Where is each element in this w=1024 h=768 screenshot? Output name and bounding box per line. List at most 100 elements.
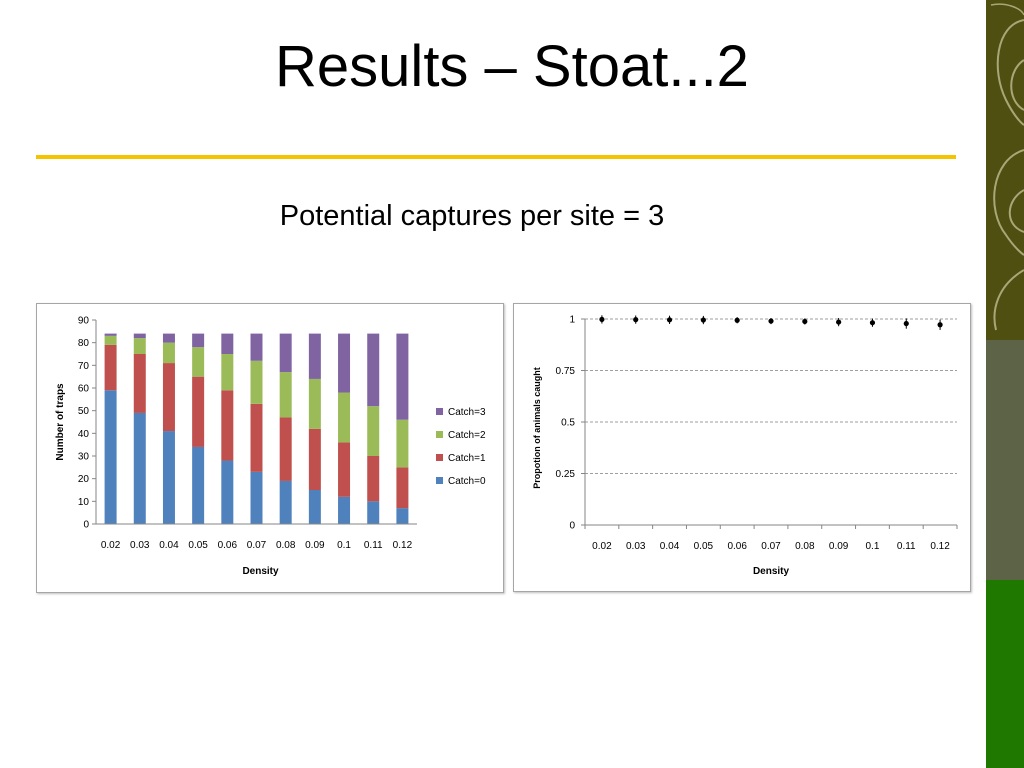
proportion-caught-chart-svg: 0 0.25 0.5 0.75 1 0.02 0.03 0.04 0.05 0.06 0.07 0.0… (532, 315, 958, 577)
x-axis-title: Density (753, 566, 790, 577)
bar-catch-3-0.06 (221, 333, 234, 354)
bar-catch-0-0.04 (162, 431, 175, 524)
bar-catch-0-0.08 (279, 480, 292, 524)
stacked-bar-chart: 0 10 20 30 40 50 60 70 80 90 0.02 0.03 0.04 0.05 0.06 0… (36, 303, 504, 593)
x-tick-label: 0.11 (364, 540, 383, 551)
legend-swatch-catch-0 (436, 477, 443, 484)
bar-catch-2-0.12 (396, 419, 409, 468)
bar-catch-2-0.08 (279, 372, 292, 418)
y-axis-title: Propotion of animals caught (532, 367, 542, 489)
bar-catch-2-0.03 (133, 338, 146, 354)
x-tick-label: 0.04 (660, 541, 680, 552)
x-tick-label: 0.09 (305, 540, 325, 551)
x-tick-label: 0.04 (159, 540, 179, 551)
bar-catch-1-0.04 (162, 363, 175, 432)
side-panel-middle (986, 340, 1024, 580)
bar-catch-2-0.05 (192, 347, 205, 377)
bar-catch-3-0.08 (279, 333, 292, 373)
y-tick-label: 1 (569, 315, 575, 326)
y-tick-label: 60 (78, 384, 90, 395)
y-tick-label: 20 (78, 474, 90, 485)
bar-catch-1-0.02 (104, 344, 117, 391)
y-tick-label: 40 (78, 429, 90, 440)
data-point-0.02 (599, 316, 605, 323)
bar-catch-1-0.07 (250, 403, 263, 472)
data-point-0.1 (869, 320, 876, 326)
data-point-0.05 (700, 317, 706, 323)
x-tick-label: 0.03 (130, 540, 150, 551)
bar-catch-1-0.08 (279, 417, 292, 481)
bar-catch-3-0.11 (367, 333, 380, 407)
side-decoration-panel (986, 0, 1024, 768)
bar-catch-2-0.1 (338, 392, 351, 443)
y-tick-label: 10 (78, 497, 90, 508)
y-axis-title: Number of traps (55, 383, 66, 461)
bar-catch-1-0.1 (338, 442, 351, 497)
bar-catch-1-0.11 (367, 456, 380, 502)
bar-catch-2-0.07 (250, 360, 263, 404)
y-tick-label: 50 (78, 406, 90, 417)
bar-catch-3-0.02 (104, 333, 117, 336)
y-tick-label: 0.75 (556, 366, 576, 377)
legend-label: Catch=3 (448, 407, 486, 418)
legend-label: Catch=2 (448, 430, 486, 441)
x-tick-label: 0.07 (247, 540, 267, 551)
y-tick-label: 90 (78, 316, 90, 327)
x-tick-label: 0.08 (795, 541, 815, 552)
x-tick-label: 0.06 (727, 541, 747, 552)
y-tick-label: 30 (78, 452, 90, 463)
legend-swatch-catch-1 (436, 454, 443, 461)
bar-catch-3-0.03 (133, 333, 146, 339)
data-point-0.08 (802, 318, 808, 325)
x-tick-label: 0.11 (897, 541, 916, 552)
bar-catch-0-0.12 (396, 508, 409, 524)
bar-catch-2-0.06 (221, 354, 234, 391)
slide-subtitle: Potential captures per site = 3 (279, 200, 665, 232)
proportion-caught-chart: 0 0.25 0.5 0.75 1 0.02 0.03 0.04 0.05 0.06 0.07 0.0… (513, 303, 971, 592)
bar-catch-2-0.02 (104, 335, 117, 345)
data-point-0.12 (937, 322, 943, 328)
x-tick-label: 0.12 (930, 541, 950, 552)
x-tick-label: 0.03 (626, 541, 646, 552)
bar-catch-1-0.09 (308, 428, 321, 490)
side-panel-top (986, 0, 1024, 340)
x-tick-label: 0.07 (761, 541, 781, 552)
x-tick-label: 0.12 (393, 540, 413, 551)
data-point-0.04 (666, 317, 673, 323)
side-panel-bottom (986, 580, 1024, 768)
bar-catch-0-0.11 (367, 501, 380, 524)
bar-catch-2-0.11 (367, 406, 380, 456)
bar-catch-3-0.1 (338, 333, 351, 393)
x-tick-label: 0.09 (829, 541, 849, 552)
bar-catch-1-0.05 (192, 376, 205, 447)
y-tick-label: 80 (78, 338, 90, 349)
x-tick-label: 0.05 (694, 541, 714, 552)
bar-catch-2-0.09 (308, 378, 321, 429)
x-axis-title: Density (242, 566, 279, 577)
legend-label: Catch=0 (448, 476, 486, 487)
x-tick-label: 0.05 (188, 540, 208, 551)
y-tick-label: 0 (569, 521, 575, 532)
stacked-bar-chart-svg: 0 10 20 30 40 50 60 70 80 90 0.02 0.03 0.04 0.05 0.06 0… (55, 316, 486, 578)
data-point-0.07 (768, 318, 774, 324)
bar-catch-0-0.02 (104, 390, 117, 524)
data-point-0.06 (734, 317, 740, 323)
bar-catch-3-0.05 (192, 333, 205, 348)
bar-catch-3-0.12 (396, 333, 409, 420)
bar-catch-1-0.06 (221, 390, 234, 461)
bar-catch-3-0.09 (308, 333, 321, 379)
bar-catch-1-0.03 (133, 354, 146, 413)
x-tick-label: 0.08 (276, 540, 296, 551)
legend-swatch-catch-3 (436, 408, 443, 415)
y-tick-label: 0.5 (561, 418, 575, 429)
koru-ornament-icon (990, 3, 1024, 331)
legend-swatch-catch-2 (436, 431, 443, 438)
x-tick-label: 0.1 (866, 541, 880, 552)
title-underline (36, 155, 956, 159)
y-tick-label: 70 (78, 361, 90, 372)
data-point-0.03 (633, 317, 639, 323)
legend-label: Catch=1 (448, 453, 486, 464)
y-tick-label: 0.25 (556, 469, 576, 480)
bar-catch-3-0.07 (250, 333, 263, 361)
data-point-0.09 (836, 319, 842, 325)
